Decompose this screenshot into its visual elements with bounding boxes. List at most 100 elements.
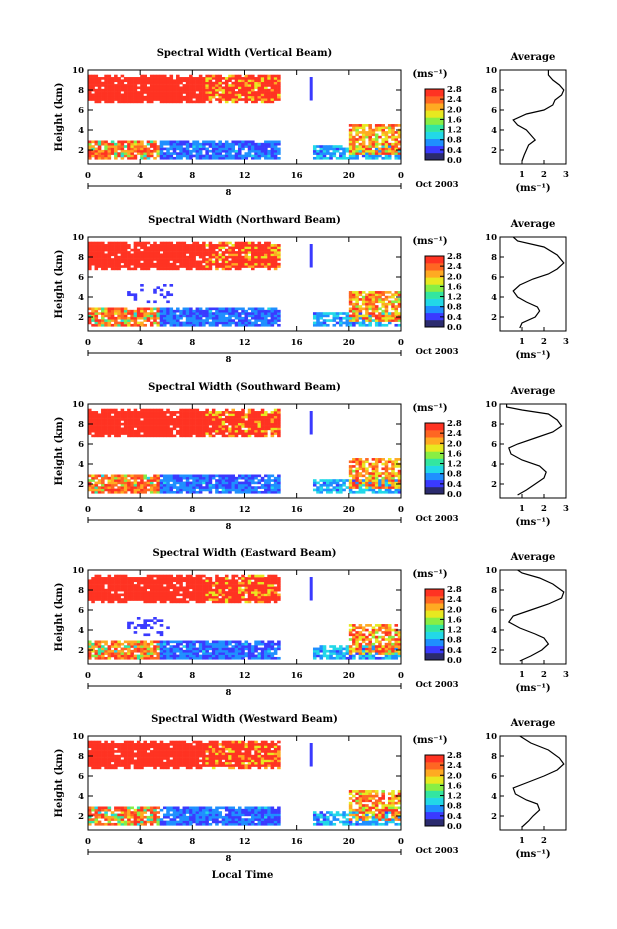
heatmap-cell (130, 260, 134, 264)
heatmap-cell (247, 314, 252, 318)
heatmap-cell (127, 267, 131, 271)
heatmap-cell (94, 579, 99, 583)
heatmap-cell (368, 316, 372, 320)
heatmap-cell (182, 598, 187, 601)
heatmap-cell (156, 584, 161, 587)
heatmap-cell (218, 652, 222, 655)
heatmap-cell (365, 133, 369, 137)
heatmap-cell (215, 425, 219, 428)
heatmap-cell (352, 309, 356, 313)
heatmap-cell (355, 483, 359, 487)
heatmap-cell (215, 81, 219, 85)
heatmap-cell (381, 312, 385, 315)
heatmap-cell (365, 488, 369, 492)
heatmap-cell (101, 647, 105, 651)
heatmap-cell (397, 302, 402, 306)
heatmap-cell (156, 145, 161, 148)
heatmap-cell (172, 420, 177, 424)
heatmap-cell (179, 93, 183, 97)
heatmap-cell (97, 156, 102, 160)
heatmap-cell (185, 88, 190, 92)
heatmap-cell (94, 649, 99, 653)
heatmap-cell (107, 154, 112, 158)
heatmap-cell (110, 319, 115, 322)
heatmap-cell (195, 429, 200, 433)
heatmap-cell (365, 135, 369, 139)
heatmap-cell (94, 93, 99, 97)
heatmap-cell (169, 142, 174, 146)
heatmap-cell (264, 319, 268, 322)
heatmap-cell (348, 152, 353, 155)
heatmap-cell (237, 260, 242, 264)
heatmap-cell (277, 84, 281, 87)
heatmap-cell (120, 593, 125, 597)
heatmap-cell (221, 434, 226, 438)
heatmap-cell (166, 316, 170, 320)
avg-x-tick-label: 2 (541, 170, 547, 180)
heatmap-cell (198, 260, 203, 264)
heatmap-cell (88, 93, 92, 97)
heatmap-cell (166, 314, 170, 318)
heatmap-cell (277, 429, 281, 433)
heatmap-cell (149, 654, 154, 658)
heatmap-cell (166, 490, 170, 494)
heatmap-cell (94, 654, 99, 658)
heatmap-cell (176, 154, 180, 158)
heatmap-cell (237, 422, 242, 426)
heatmap-cell (192, 258, 196, 261)
heatmap-cell (215, 79, 219, 83)
heatmap-cell (117, 581, 121, 585)
heatmap-cell (224, 248, 229, 252)
heatmap-cell (114, 593, 118, 597)
heatmap-cell (136, 91, 141, 94)
heatmap-cell (218, 656, 222, 660)
heatmap-cell (123, 77, 128, 80)
heatmap-cell (176, 640, 180, 644)
heatmap-cell (101, 98, 105, 101)
heatmap-cell (182, 483, 187, 487)
heatmap-cell (117, 309, 121, 313)
heatmap-cell (371, 314, 376, 318)
heatmap-cell (322, 145, 327, 148)
heatmap-cell (257, 323, 262, 327)
heatmap-cell (185, 81, 190, 85)
heatmap-cell (368, 293, 372, 297)
heatmap-cell (251, 241, 255, 245)
heatmap-cell (264, 258, 268, 261)
heatmap-cell (133, 88, 138, 92)
heatmap-cell (159, 248, 164, 252)
heatmap-cell (208, 413, 213, 417)
heatmap-cell (107, 86, 112, 90)
heatmap-cell (198, 316, 203, 320)
heatmap-cell (146, 86, 151, 90)
heatmap-cell (228, 652, 232, 655)
heatmap-cell (237, 98, 242, 101)
heatmap-cell (241, 241, 245, 245)
heatmap-cell (381, 300, 385, 304)
heatmap-cell (153, 156, 157, 160)
heatmap-cell (123, 255, 128, 259)
heatmap-cell (169, 147, 174, 151)
heatmap-cell (397, 135, 402, 139)
heatmap-cell (198, 427, 203, 431)
heatmap-cell (136, 314, 141, 318)
heatmap-cell (332, 152, 337, 155)
heatmap-cell (169, 413, 174, 417)
heatmap-cell (384, 135, 389, 139)
heatmap-cell (143, 483, 147, 487)
heatmap-cell (179, 145, 183, 148)
heatmap-cell (166, 642, 170, 646)
colorbar-tick-label: 0.0 (447, 156, 462, 166)
heatmap-cell (192, 323, 196, 327)
heatmap-cell (149, 595, 154, 599)
heatmap-cell (270, 309, 275, 313)
heatmap-cell (211, 647, 216, 651)
heatmap-cell (104, 84, 108, 87)
heatmap-cell (192, 140, 196, 144)
heatmap-cell (117, 260, 121, 264)
heatmap-cell (231, 253, 236, 257)
heatmap-cell (123, 93, 128, 97)
heatmap-cell (384, 314, 389, 318)
heatmap-cell (140, 267, 144, 271)
heatmap-cell (309, 77, 313, 101)
